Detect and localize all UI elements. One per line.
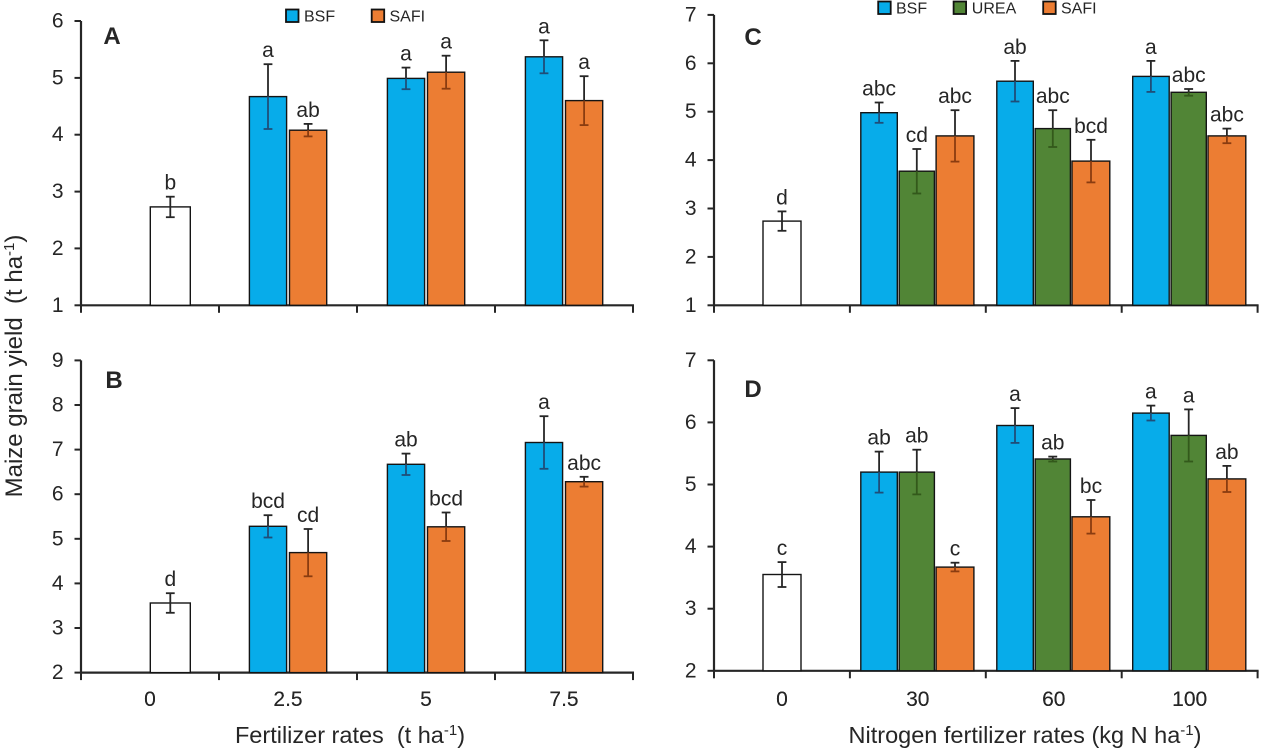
svg-text:6: 6	[52, 10, 64, 33]
svg-text:bc: bc	[1080, 475, 1102, 498]
svg-text:a: a	[1009, 383, 1021, 406]
svg-text:abc: abc	[862, 78, 896, 101]
svg-text:c: c	[950, 538, 961, 561]
svg-text:7.5: 7.5	[549, 688, 578, 711]
svg-text:3: 3	[685, 197, 697, 220]
svg-text:a: a	[538, 15, 550, 38]
svg-text:0: 0	[144, 688, 156, 711]
svg-text:d: d	[776, 186, 788, 209]
svg-text:100: 100	[1172, 688, 1207, 711]
svg-text:6: 6	[685, 52, 697, 75]
svg-text:bcd: bcd	[429, 488, 463, 511]
svg-text:Nitrogen fertilizer rates (kg: Nitrogen fertilizer rates (kg N ha-1)	[849, 722, 1202, 748]
svg-text:ab: ab	[394, 429, 417, 452]
svg-text:A: A	[103, 23, 120, 50]
svg-text:abc: abc	[938, 85, 972, 108]
svg-text:D: D	[744, 376, 761, 403]
svg-text:BSF: BSF	[896, 1, 927, 18]
svg-text:3: 3	[685, 597, 697, 620]
svg-text:abc: abc	[1210, 104, 1244, 127]
svg-text:4: 4	[52, 572, 64, 595]
svg-text:60: 60	[1042, 688, 1065, 711]
svg-text:SAFI: SAFI	[390, 9, 426, 26]
svg-text:b: b	[164, 172, 176, 195]
svg-text:a: a	[1145, 36, 1157, 59]
svg-text:bcd: bcd	[251, 490, 285, 513]
svg-text:2.5: 2.5	[273, 688, 302, 711]
svg-text:Maize grain yield (t ha-1): Maize grain yield (t ha-1)	[1, 235, 28, 498]
svg-text:a: a	[578, 51, 590, 74]
svg-text:B: B	[105, 367, 122, 394]
svg-text:UREA: UREA	[972, 1, 1017, 18]
svg-text:2: 2	[685, 659, 697, 682]
svg-text:a: a	[440, 31, 452, 54]
svg-text:a: a	[400, 43, 412, 66]
svg-text:a: a	[1183, 384, 1195, 407]
svg-text:1: 1	[52, 294, 64, 317]
svg-text:4: 4	[52, 123, 64, 146]
svg-text:a: a	[1145, 381, 1157, 404]
svg-text:60: 60	[1042, 688, 1065, 711]
svg-text:5: 5	[52, 66, 64, 89]
svg-text:30: 30	[906, 688, 929, 711]
svg-text:0: 0	[776, 688, 788, 711]
svg-text:2: 2	[685, 245, 697, 268]
svg-text:5: 5	[685, 100, 697, 123]
svg-text:2: 2	[52, 661, 64, 684]
svg-text:C: C	[744, 24, 761, 51]
svg-text:0: 0	[776, 688, 788, 711]
svg-text:7: 7	[685, 349, 697, 372]
svg-text:ab: ab	[905, 425, 928, 448]
svg-text:7: 7	[685, 3, 697, 26]
svg-text:Fertilizer rates (t ha-1): Fertilizer rates (t ha-1)	[235, 722, 465, 748]
svg-text:a: a	[262, 39, 274, 62]
svg-text:abc: abc	[1172, 64, 1206, 87]
svg-text:cd: cd	[906, 124, 928, 147]
svg-text:ab: ab	[296, 99, 319, 122]
svg-text:30: 30	[906, 688, 929, 711]
svg-text:ab: ab	[1041, 432, 1064, 455]
svg-text:bcd: bcd	[1074, 115, 1108, 138]
svg-text:a: a	[538, 391, 550, 414]
svg-text:5: 5	[685, 473, 697, 496]
svg-text:4: 4	[685, 149, 697, 172]
svg-text:3: 3	[52, 180, 64, 203]
svg-text:6: 6	[52, 483, 64, 506]
svg-text:2: 2	[52, 237, 64, 260]
svg-text:8: 8	[52, 394, 64, 417]
svg-text:abc: abc	[567, 452, 601, 475]
svg-text:5: 5	[420, 688, 432, 711]
svg-text:6: 6	[685, 411, 697, 434]
svg-text:ab: ab	[867, 427, 890, 450]
svg-text:1: 1	[685, 294, 697, 317]
svg-text:5: 5	[52, 527, 64, 550]
svg-text:d: d	[164, 568, 176, 591]
svg-text:abc: abc	[1036, 85, 1070, 108]
svg-text:7: 7	[52, 438, 64, 461]
svg-text:cd: cd	[297, 504, 319, 527]
svg-text:ab: ab	[1003, 36, 1026, 59]
svg-text:BSF: BSF	[304, 9, 335, 26]
svg-text:4: 4	[685, 535, 697, 558]
svg-text:9: 9	[52, 349, 64, 372]
svg-text:5: 5	[420, 688, 432, 711]
svg-text:7.5: 7.5	[549, 688, 578, 711]
svg-text:100: 100	[1172, 688, 1207, 711]
svg-text:2.5: 2.5	[273, 688, 302, 711]
svg-text:3: 3	[52, 617, 64, 640]
svg-text:SAFI: SAFI	[1061, 1, 1097, 18]
svg-text:c: c	[777, 537, 788, 560]
svg-text:0: 0	[144, 688, 156, 711]
svg-text:ab: ab	[1215, 441, 1238, 464]
